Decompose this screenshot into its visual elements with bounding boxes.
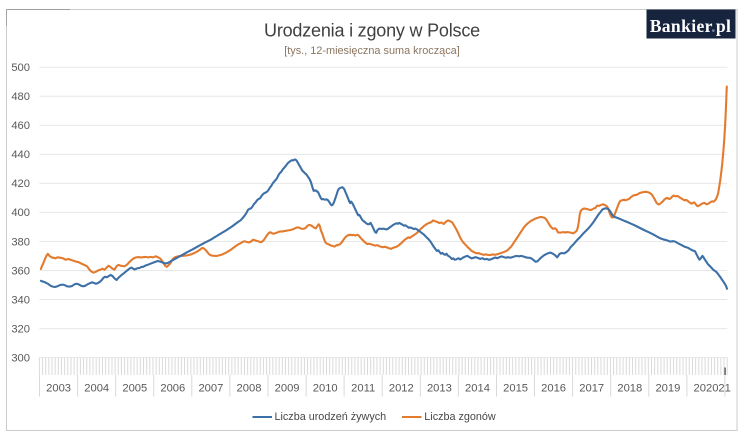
- svg-text:460: 460: [11, 120, 30, 132]
- svg-text:2004: 2004: [84, 383, 109, 395]
- svg-text:380: 380: [11, 236, 30, 248]
- svg-text:Liczba zgonów: Liczba zgonów: [424, 411, 496, 423]
- svg-text:2010: 2010: [313, 383, 338, 395]
- svg-text:2015: 2015: [503, 383, 528, 395]
- svg-text:2011: 2011: [351, 383, 375, 395]
- svg-text:2009: 2009: [275, 383, 300, 395]
- svg-text:2005: 2005: [122, 383, 147, 395]
- svg-text:500: 500: [11, 62, 30, 74]
- svg-text:2008: 2008: [237, 383, 262, 395]
- svg-text:Bankier.pl: Bankier.pl: [650, 16, 732, 36]
- svg-text:2012: 2012: [389, 383, 414, 395]
- svg-text:2013: 2013: [427, 383, 452, 395]
- svg-text:480: 480: [11, 91, 30, 103]
- svg-text:2007: 2007: [198, 383, 223, 395]
- svg-text:2014: 2014: [465, 383, 490, 395]
- svg-text:420: 420: [11, 178, 30, 190]
- svg-text:2019: 2019: [655, 383, 680, 395]
- svg-text:360: 360: [11, 265, 30, 277]
- svg-text:300: 300: [11, 352, 30, 364]
- svg-text:400: 400: [11, 207, 30, 219]
- svg-text:2006: 2006: [160, 383, 185, 395]
- svg-text:2003: 2003: [46, 383, 71, 395]
- svg-text:[tys., 12-miesięczna suma kroc: [tys., 12-miesięczna suma krocząca]: [284, 45, 460, 57]
- svg-text:2018: 2018: [617, 383, 642, 395]
- svg-text:340: 340: [11, 294, 30, 306]
- svg-text:2016: 2016: [541, 383, 566, 395]
- svg-text:Liczba urodzeń żywych: Liczba urodzeń żywych: [275, 411, 387, 423]
- svg-text:2020: 2020: [694, 383, 719, 395]
- svg-text:Urodzenia i zgony w Polsce: Urodzenia i zgony w Polsce: [264, 20, 480, 40]
- svg-text:2017: 2017: [579, 383, 604, 395]
- svg-text:320: 320: [11, 323, 30, 335]
- svg-text:440: 440: [11, 149, 30, 161]
- svg-text:21: 21: [718, 383, 730, 395]
